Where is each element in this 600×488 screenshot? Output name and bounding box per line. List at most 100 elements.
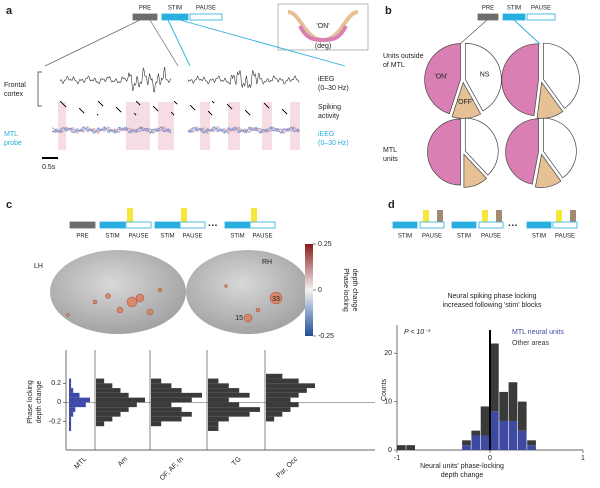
pie-slice [424,43,461,115]
spike [284,111,286,113]
block [179,221,206,229]
block-label: STIM [160,234,174,240]
hist-bar [208,426,219,431]
slice-label: 'OFF' [457,99,474,106]
hist-bar [69,383,72,389]
spike [286,113,288,115]
hist-bar [96,397,145,403]
hist-bar [151,397,192,403]
spike [248,113,250,115]
hist-bar [527,440,536,446]
spike [137,102,139,104]
spike [230,107,232,109]
spike [192,107,194,109]
hist-bar [266,397,291,403]
hist-bar [517,430,527,450]
electrode-label: 15 [235,315,243,322]
block-label: STIM [230,234,244,240]
cue [496,210,502,226]
spike [208,111,210,113]
hist-bar [96,411,121,417]
hist-bar [462,445,471,450]
y-tick-label: 0 [57,399,61,406]
spike [282,109,284,111]
hist-bar [490,411,499,450]
cue [570,210,576,226]
hist-bar [480,406,490,436]
region-label: Frontal [4,82,26,89]
hemisphere-label: LH [34,263,43,270]
spike [98,101,100,103]
brain [186,250,310,334]
block [189,13,223,21]
block [224,221,251,229]
spike [155,108,157,110]
block-label: PAUSE [183,234,203,240]
spike [83,112,85,114]
hist-bar [69,411,74,417]
hist-bar [517,401,527,431]
hist-bar [208,397,229,403]
phase-window [126,102,150,150]
brain [50,250,186,334]
hist-bar [397,445,406,450]
inset-curve [298,25,348,43]
pie-slice [543,42,580,109]
y-tick-label: 10 [384,398,392,405]
spike [134,113,136,115]
hist-bar [96,402,137,408]
cue [181,208,187,226]
trace-label: iEEG [318,131,334,138]
x-tick-label: OF, AF, In [159,456,185,482]
hist-bar [151,378,162,384]
zoom-line [459,19,488,45]
phase-window [262,102,272,150]
spike [285,112,287,114]
x-tick-label: MTL [73,456,88,471]
block-label: PRE [482,6,494,12]
spike [153,106,155,108]
hist-bar [266,388,307,393]
x-axis-label: Neural units' phase-locking [420,463,504,470]
spike [227,104,229,106]
spike [247,112,249,114]
colorbar-label: depth change [351,269,358,312]
trace-label: activity [318,113,340,120]
block [249,221,276,229]
mtl-trace [51,126,172,134]
block-label: PRE [139,6,151,12]
zoom-line [167,19,191,67]
inset-axis: (deg) [315,43,331,50]
spike [79,108,81,110]
spike [60,101,62,103]
block [392,221,418,229]
spike [190,105,192,107]
spike [228,105,230,107]
scale-label: 0.5s [42,164,56,171]
block-label: PAUSE [531,6,551,12]
spike [80,109,82,111]
block-label: PAUSE [422,234,442,240]
slice-label: NS [480,71,490,78]
spike [264,103,266,105]
hist-bar [69,402,86,408]
y-tick-label: 0 [388,447,392,454]
hist-bar [208,388,240,393]
pie-slice [543,117,577,179]
chart-title: Neural spiking phase locking [447,293,536,300]
cue [127,208,133,226]
hist-bar [266,378,299,384]
hist-bar [499,391,508,421]
spike [194,109,196,111]
spike [120,111,122,113]
block-label: STIM [105,234,119,240]
block [69,221,96,229]
hist-bar [151,392,202,398]
x-tick-label: -1 [394,455,400,462]
ellipsis: ··· [208,221,218,232]
hemisphere-label: RH [262,259,272,266]
hist-bar [208,383,229,389]
hist-bar [96,407,129,412]
block-label: STIM [507,6,521,12]
block [161,13,189,21]
